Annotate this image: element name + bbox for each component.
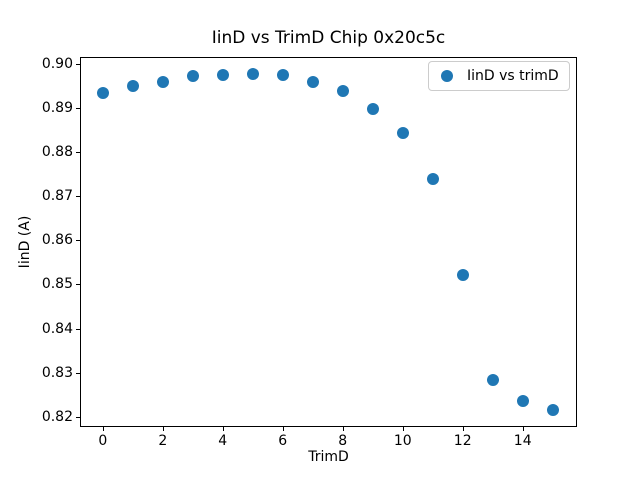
x-tick-label: 12 <box>453 433 472 449</box>
y-tick-mark <box>76 328 80 330</box>
y-tick-mark <box>76 196 80 198</box>
chart-title: IinD vs TrimD Chip 0x20c5c <box>211 28 446 48</box>
data-point <box>366 103 379 116</box>
x-tick-label: 10 <box>393 433 412 449</box>
y-tick-mark <box>76 107 80 109</box>
x-tick-mark <box>522 427 524 431</box>
data-point <box>546 404 559 417</box>
y-tick-label: 0.87 <box>41 188 73 205</box>
y-tick-mark <box>76 63 80 65</box>
data-point <box>396 126 409 139</box>
y-tick-label: 0.88 <box>41 143 73 160</box>
x-tick-mark <box>102 427 104 431</box>
data-point <box>156 76 169 89</box>
y-tick-label: 0.82 <box>41 408 73 425</box>
legend-label: IinD vs trimD <box>467 68 559 84</box>
y-tick-label: 0.84 <box>41 320 73 337</box>
y-tick-label: 0.83 <box>41 364 73 381</box>
legend-marker-icon <box>441 70 453 82</box>
x-tick-label: 14 <box>513 433 532 449</box>
y-axis-label: IinD (A) <box>17 215 33 269</box>
data-point <box>216 68 229 81</box>
x-tick-label: 4 <box>218 433 228 449</box>
data-point <box>456 268 469 281</box>
y-tick-label: 0.85 <box>41 276 73 293</box>
x-tick-label: 8 <box>338 433 348 449</box>
y-tick-mark <box>76 416 80 418</box>
y-tick-mark <box>76 284 80 286</box>
y-tick-mark <box>76 151 80 153</box>
legend: IinD vs trimD <box>428 61 570 91</box>
y-tick-label: 0.89 <box>41 99 73 116</box>
data-point <box>486 373 499 386</box>
plot-area <box>80 57 577 427</box>
data-point <box>516 394 529 407</box>
x-tick-label: 0 <box>98 433 108 449</box>
y-tick-label: 0.86 <box>41 232 73 249</box>
data-point <box>276 68 289 81</box>
x-tick-mark <box>402 427 404 431</box>
x-tick-mark <box>282 427 284 431</box>
data-point <box>306 75 319 88</box>
x-tick-mark <box>342 427 344 431</box>
x-tick-label: 6 <box>278 433 288 449</box>
x-axis-label: TrimD <box>308 449 349 465</box>
y-tick-mark <box>76 240 80 242</box>
data-point <box>336 85 349 98</box>
y-tick-mark <box>76 372 80 374</box>
data-point <box>186 69 199 82</box>
data-point <box>426 173 439 186</box>
x-tick-mark <box>162 427 164 431</box>
data-point <box>126 80 139 93</box>
data-point <box>246 67 259 80</box>
y-tick-label: 0.90 <box>41 55 73 72</box>
x-tick-mark <box>222 427 224 431</box>
x-tick-label: 2 <box>158 433 168 449</box>
x-tick-mark <box>462 427 464 431</box>
data-point <box>96 87 109 100</box>
